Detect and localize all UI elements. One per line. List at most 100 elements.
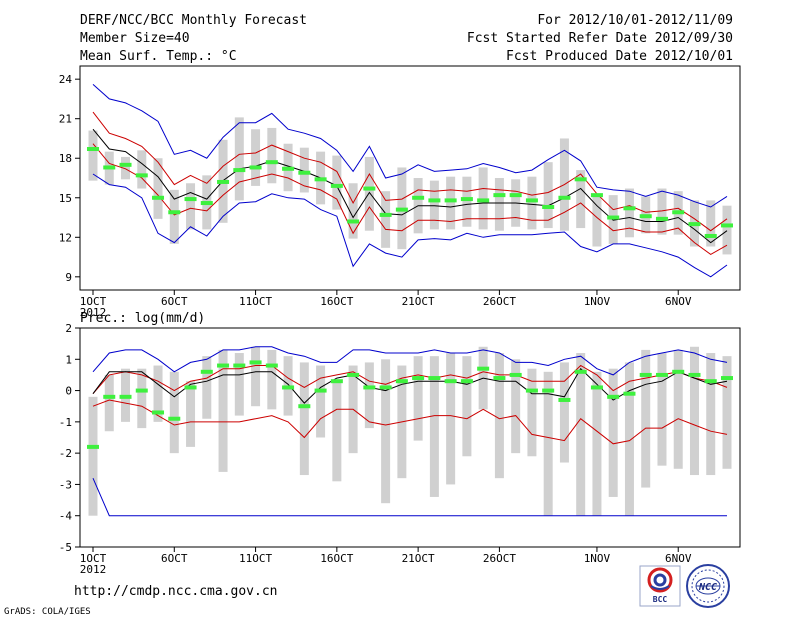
temp-median-40: [720, 223, 733, 228]
temp-median-9: [217, 179, 230, 184]
prec-xtick-label: 11OCT: [239, 552, 272, 565]
prec-median-24: [460, 379, 473, 384]
temp-median-39: [704, 233, 717, 238]
prec-median-4: [135, 388, 148, 393]
temp-median-31: [574, 177, 587, 182]
temp-median-25: [477, 198, 490, 203]
temp-ytick-label: 9: [65, 271, 72, 284]
prec-median-9: [217, 363, 230, 368]
precip-title: Prec.: log(mm/d): [80, 311, 205, 326]
prec-box-9: [218, 349, 228, 472]
prec-box-6: [169, 371, 179, 454]
prec-box-14: [299, 362, 309, 476]
prec-median-39: [704, 379, 717, 384]
prec-box-1: [88, 396, 98, 516]
temp-box-29: [543, 162, 553, 229]
prec-box-11: [251, 346, 261, 407]
fcst-started-date: Fcst Started Refer Date 2012/09/30: [467, 31, 733, 46]
prec-box-28: [527, 368, 537, 457]
temp-box-24: [462, 176, 472, 227]
temp-line-mean: [92, 128, 728, 244]
prec-ytick-label: -4: [59, 510, 73, 523]
temp-box-4: [137, 150, 147, 189]
temp-box-10: [234, 117, 244, 201]
temp-box-6: [169, 189, 179, 244]
prec-median-37: [672, 369, 685, 374]
ncc-logo-text: NCC: [698, 582, 717, 593]
temp-median-3: [119, 162, 132, 167]
prec-xtick-label: 16OCT: [320, 552, 353, 565]
temp-box-23: [446, 176, 456, 230]
temp-median-2: [103, 165, 116, 170]
prec-median-29: [542, 388, 555, 393]
temp-median-34: [623, 206, 636, 211]
prec-box-38: [689, 346, 699, 476]
temp-box-11: [251, 129, 261, 186]
prec-median-8: [200, 369, 213, 374]
prec-median-18: [363, 385, 376, 390]
prec-xtick-label: 1NOV: [584, 552, 611, 565]
prec-box-15: [316, 365, 326, 438]
prec-box-26: [494, 353, 504, 479]
prec-median-11: [249, 360, 262, 365]
temp-box-1: [88, 130, 98, 181]
prec-median-20: [395, 379, 408, 384]
prec-median-32: [590, 385, 603, 390]
prec-median-5: [152, 410, 165, 415]
figure-title: DERF/NCC/BCC Monthly Forecast: [80, 13, 307, 28]
prec-box-16: [332, 381, 342, 482]
prec-box-24: [462, 356, 472, 457]
temp-median-12: [265, 160, 278, 165]
prec-xtick-label: 26OCT: [483, 552, 516, 565]
prec-ytick-label: -3: [59, 478, 72, 491]
prec-median-7: [184, 385, 197, 390]
prec-line-mean: [92, 367, 728, 404]
prec-xtick-label: 21OCT: [402, 552, 435, 565]
temp-median-1: [87, 147, 100, 152]
temp-box-18: [364, 156, 374, 231]
prec-line-mean-1sd: [92, 399, 728, 445]
prec-xtick-label: 6OCT: [161, 552, 188, 565]
temp-median-30: [558, 195, 571, 200]
prec-ytick-label: 0: [65, 385, 72, 398]
temp-box-19: [381, 191, 391, 248]
temp-median-23: [444, 198, 457, 203]
temp-median-37: [672, 210, 685, 215]
prec-box-39: [706, 353, 716, 476]
temp-xtick-label: 6OCT: [161, 295, 188, 308]
prec-median-40: [720, 376, 733, 381]
temp-box-31: [576, 170, 586, 229]
prec-ytick-label: 2: [65, 322, 72, 335]
prec-box-33: [608, 368, 618, 497]
temp-median-17: [347, 219, 360, 224]
prec-median-23: [444, 379, 457, 384]
temp-xtick-label: 6NOV: [665, 295, 692, 308]
temp-ytick-label: 24: [59, 73, 73, 86]
prec-xtick-year: 2012: [80, 563, 107, 576]
prec-box-8: [202, 356, 212, 419]
prec-box-2: [104, 374, 114, 432]
temp-xtick-label: 16OCT: [320, 295, 353, 308]
temp-ytick-label: 15: [59, 192, 72, 205]
temp-median-26: [493, 193, 506, 198]
prec-box-22: [429, 356, 439, 497]
temp-xtick-year: 2012: [80, 306, 107, 319]
temp-frame: [79, 65, 741, 291]
temp-median-29: [542, 204, 555, 209]
temp-median-10: [233, 168, 246, 173]
temp-median-19: [379, 212, 392, 217]
prec-median-14: [298, 404, 311, 409]
prec-box-29: [543, 371, 553, 516]
source-url[interactable]: http://cmdp.ncc.cma.gov.cn: [74, 584, 278, 599]
temp-box-5: [153, 158, 163, 219]
temp-median-21: [412, 195, 425, 200]
temp-ytick-label: 12: [59, 231, 72, 244]
temperature-panel: 9 12 15 18 21 24 1OCT 6OCT 11OCT 16OCT 21OCT 26OCT 1…: [59, 65, 741, 319]
prec-median-30: [558, 397, 571, 402]
temp-median-4: [135, 173, 148, 178]
prec-box-12: [267, 349, 277, 410]
prec-median-35: [639, 372, 652, 377]
fcst-produced-date: Fcst Produced Date 2012/10/01: [506, 49, 733, 64]
prec-median-10: [233, 363, 246, 368]
